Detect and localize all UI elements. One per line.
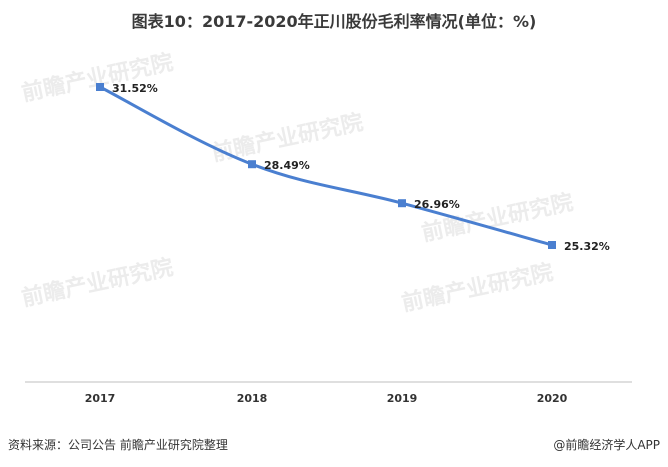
x-tick-label: 2019 — [387, 392, 418, 405]
x-tick-label: 2018 — [237, 392, 268, 405]
brand-label: @前瞻经济学人APP — [553, 438, 660, 452]
series-line — [99, 85, 553, 247]
data-point — [548, 241, 556, 249]
chart-title: 图表10：2017-2020年正川股份毛利率情况(单位：%) — [131, 12, 537, 31]
data-point — [248, 160, 256, 169]
line-chart: 31.52% 2017 28.49% 2018 26.96% 2019 25.32% 2020 — [25, 82, 632, 405]
source-note: 资料来源：公司公告 前瞻产业研究院整理 — [8, 438, 228, 452]
data-label: 25.32% — [564, 240, 610, 253]
data-point — [96, 83, 104, 91]
data-point — [398, 199, 406, 208]
x-tick-label: 2020 — [537, 392, 568, 405]
x-tick-label: 2017 — [85, 392, 116, 405]
data-label: 31.52% — [112, 82, 158, 95]
data-label: 26.96% — [414, 198, 460, 211]
data-label: 28.49% — [264, 159, 310, 172]
